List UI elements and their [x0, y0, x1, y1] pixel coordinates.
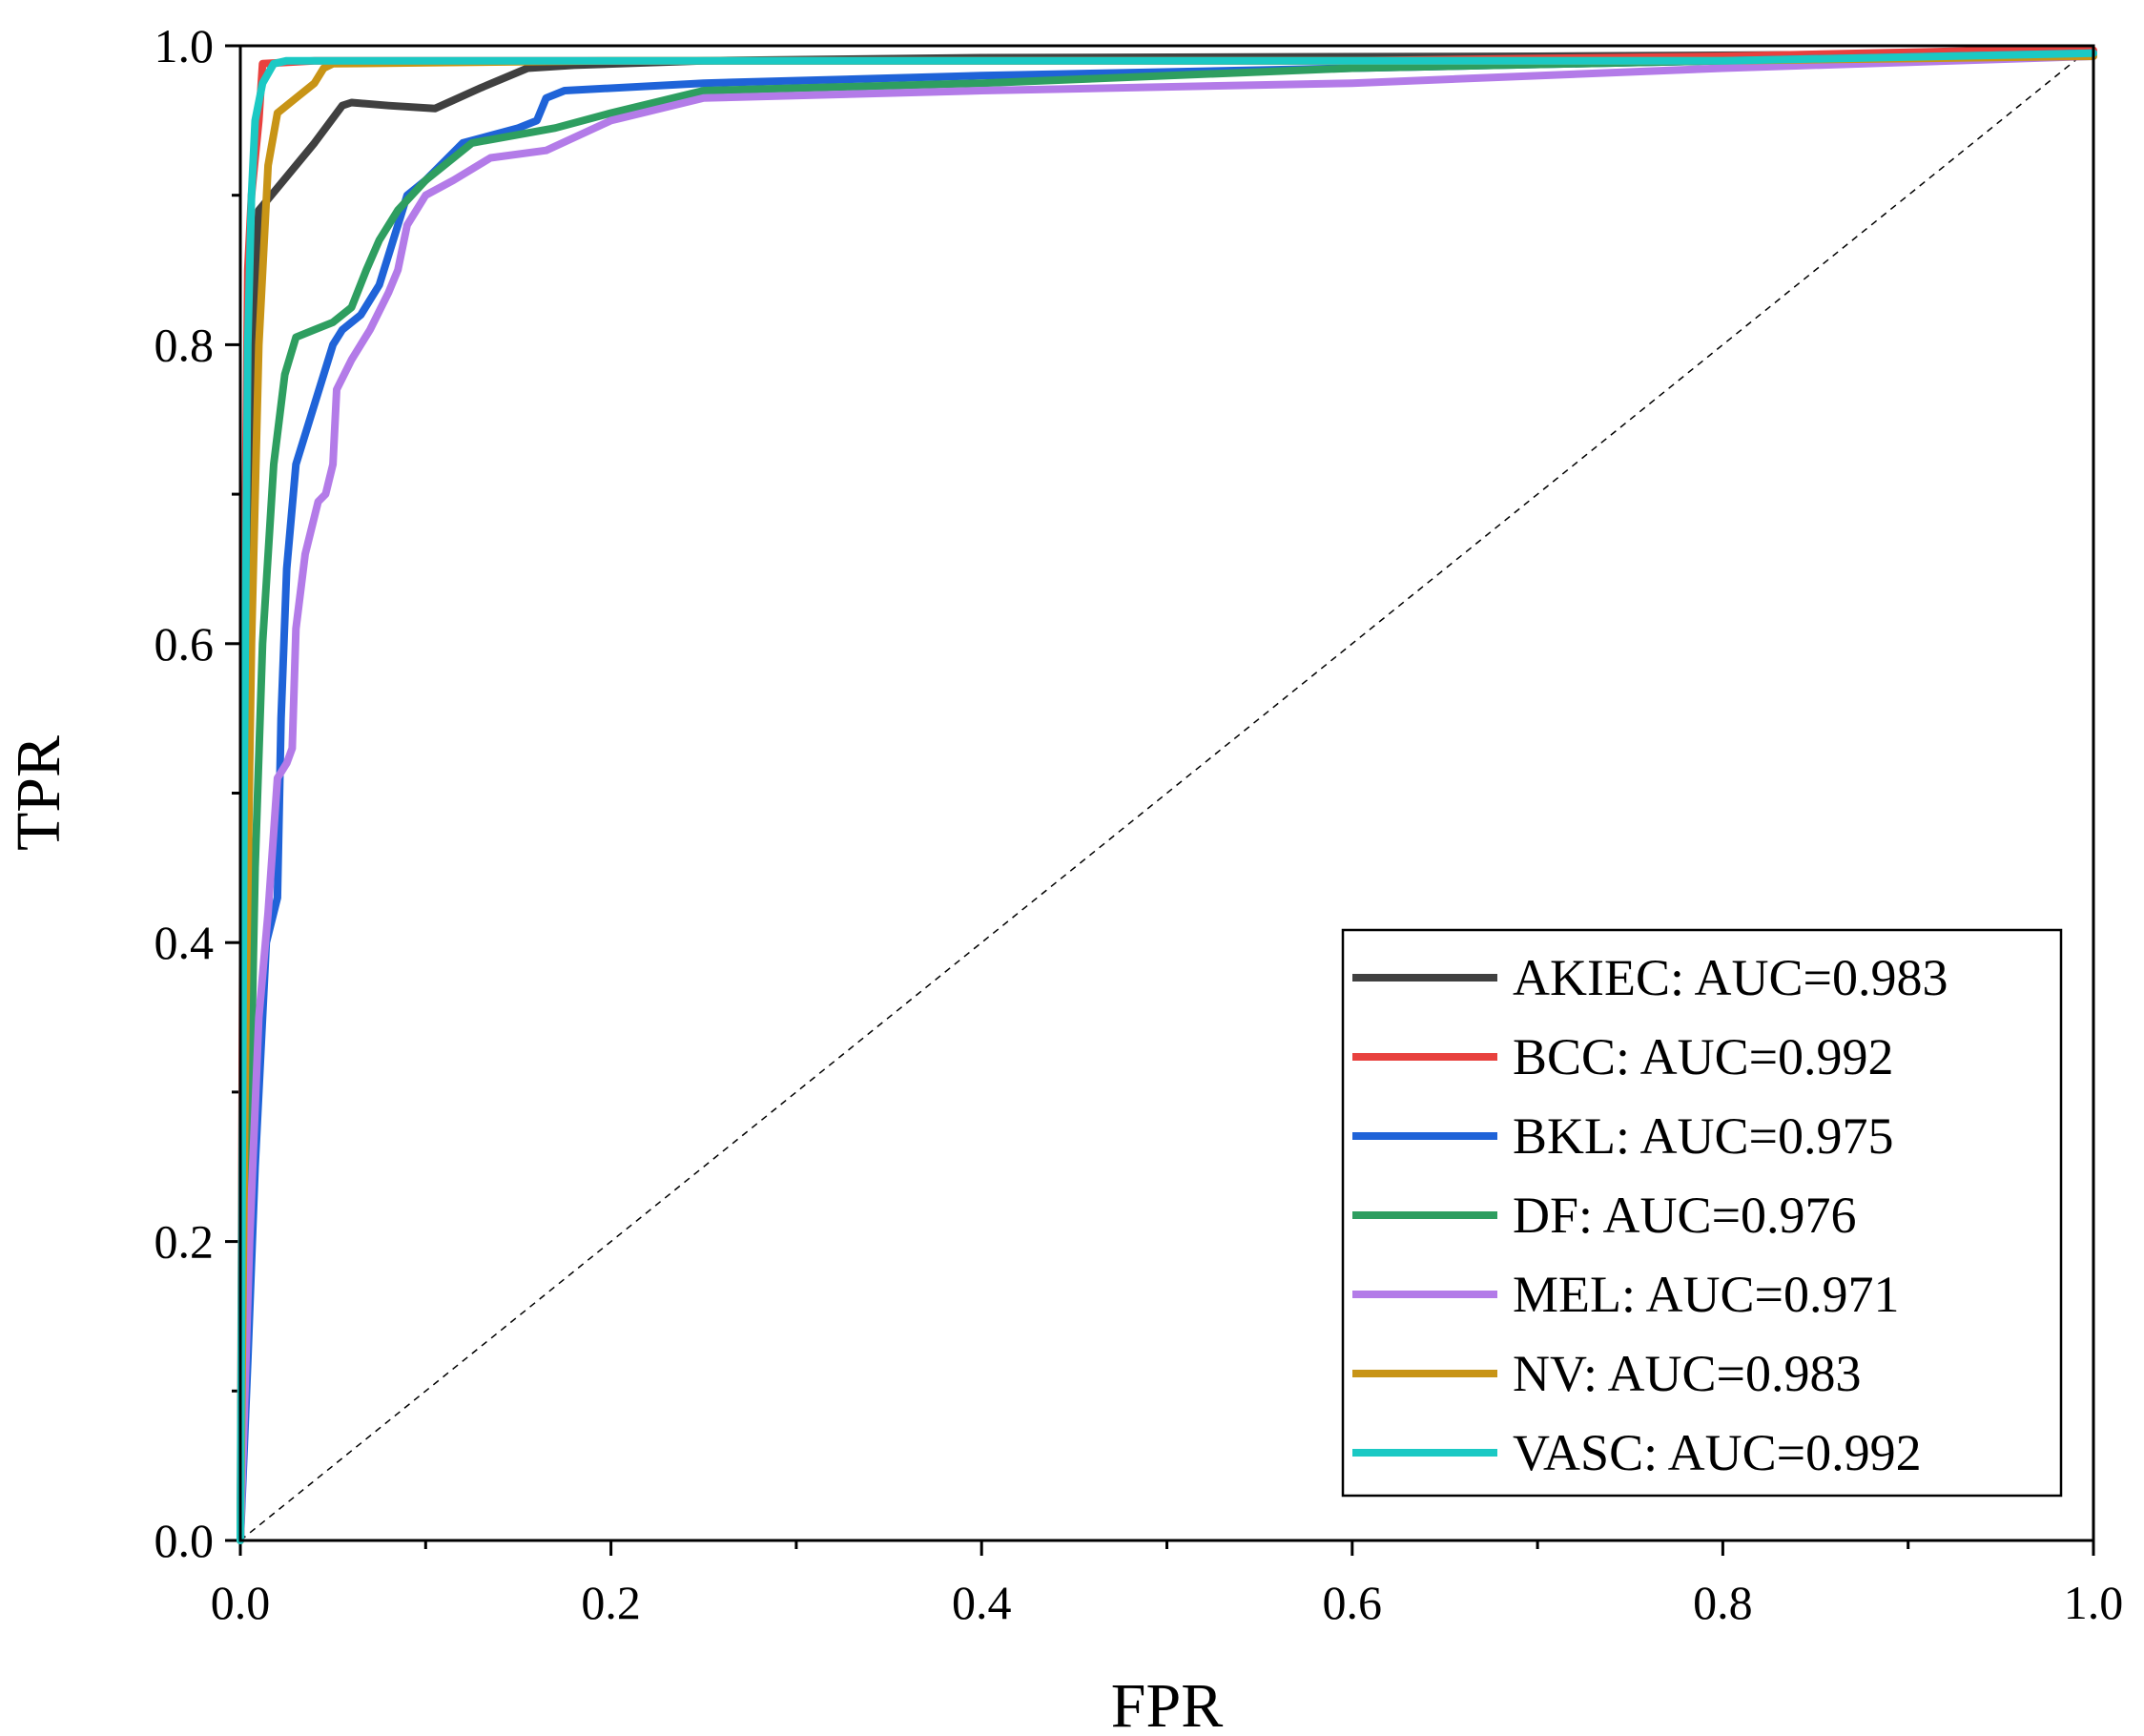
legend-label-nv: NV: AUC=0.983 — [1513, 1345, 1861, 1402]
y-tick-label: 1.0 — [155, 19, 215, 72]
roc-curves — [237, 46, 2097, 1544]
roc-curve-df — [237, 52, 2097, 1544]
roc-curve-vasc — [237, 49, 2097, 1544]
legend-label-akiec: AKIEC: AUC=0.983 — [1513, 949, 1948, 1006]
chance-line — [239, 45, 2094, 1541]
x-axis-title: FPR — [1111, 1671, 1223, 1736]
chance-diagonal — [239, 45, 2094, 1541]
x-tick-label: 0.2 — [581, 1576, 641, 1629]
x-tick-label: 1.0 — [2064, 1576, 2124, 1629]
y-axis-title: TPR — [4, 735, 73, 851]
y-tick-label: 0.8 — [155, 318, 215, 371]
x-tick-label: 0.4 — [952, 1576, 1012, 1629]
y-tick-label: 0.4 — [155, 916, 215, 969]
legend-label-df: DF: AUC=0.976 — [1513, 1187, 1857, 1244]
x-tick-label: 0.0 — [211, 1576, 271, 1629]
x-tick-label: 0.6 — [1323, 1576, 1383, 1629]
y-tick-label: 0.6 — [155, 617, 215, 671]
x-tick-label: 0.8 — [1693, 1576, 1753, 1629]
plot-border — [238, 44, 2095, 1542]
roc-curve-mel — [237, 52, 2097, 1544]
y-tick-label: 0.2 — [155, 1215, 215, 1269]
y-tick-label: 0.0 — [155, 1514, 215, 1567]
legend-label-vasc: VASC: AUC=0.992 — [1513, 1424, 1922, 1481]
axes: 0.0 0.2 0.4 0.6 0.8 1.0 0.0 0.2 0.4 0.6 0.8 1.0 — [155, 19, 2124, 1629]
roc-curve-bkl — [237, 49, 2097, 1544]
legend-label-bkl: BKL: AUC=0.975 — [1513, 1107, 1894, 1165]
legend: AKIEC: AUC=0.983 BCC: AUC=0.992 BKL: AUC=0… — [1341, 928, 2063, 1498]
legend-label-bcc: BCC: AUC=0.992 — [1513, 1028, 1894, 1085]
plot-frame — [238, 44, 2095, 1542]
legend-label-mel: MEL: AUC=0.971 — [1513, 1266, 1899, 1323]
